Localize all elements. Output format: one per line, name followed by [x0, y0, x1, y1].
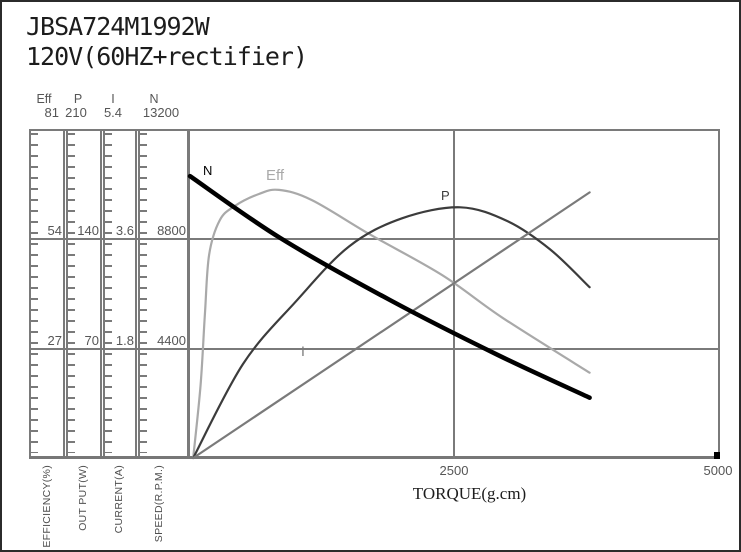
axis-tick-label: 4400 — [157, 333, 186, 348]
gridline-lower-third — [29, 348, 720, 350]
curve-label-speed: N — [203, 163, 213, 178]
axis-tick-label: 8800 — [157, 223, 186, 238]
x-axis-baseline — [29, 456, 720, 459]
axis-max-current: 5.4 — [103, 105, 123, 120]
curve-label-efficiency: Eff — [266, 167, 285, 184]
curve-label-current: I — [301, 343, 305, 359]
axis-header-current: I — [111, 92, 115, 106]
axis-unit-power: OUT PUT(W) — [77, 465, 89, 531]
axis-ticks-speed — [140, 133, 147, 453]
chart-subtitle: 120V(60HZ+rectifier) — [26, 42, 308, 71]
axis-unit-speed: SPEED(R.P.M.) — [153, 465, 165, 543]
axis-tick-label: 3.6 — [115, 223, 134, 238]
axis-max-speed: 13200 — [142, 105, 180, 120]
x-tick-2500: 2500 — [439, 463, 469, 478]
axis-unit-current: CURRENT(A) — [113, 465, 125, 534]
gridline-top — [29, 129, 720, 131]
axis-corner-mark — [714, 452, 720, 459]
axis-tick-label: 140 — [77, 223, 99, 238]
x-axis-title: TORQUE(g.cm) — [412, 484, 527, 503]
axis-header-power: P — [73, 92, 83, 106]
axis-header-efficiency: Eff — [36, 92, 52, 106]
axis-ticks-power — [68, 133, 75, 453]
axis-ticks-current — [105, 133, 112, 453]
curve-label-power: P — [441, 188, 450, 203]
axis-tick-label: 70 — [84, 333, 99, 348]
axis-unit-efficiency: EFFICIENCY(%) — [41, 465, 53, 548]
axis-tick-label: 54 — [47, 223, 62, 238]
gridline-upper-third — [29, 238, 720, 240]
axis-max-power: 210 — [65, 105, 87, 120]
axis-tick-label: 27 — [47, 333, 62, 348]
x-tick-5000: 5000 — [703, 463, 733, 478]
axis-max-efficiency: 81 — [44, 105, 59, 120]
axis-tick-label: 1.8 — [115, 333, 134, 348]
axis-header-speed: N — [149, 92, 159, 106]
gridline-2500 — [453, 129, 455, 459]
chart-title: JBSA724M1992W — [26, 12, 210, 41]
axis-ticks-efficiency — [31, 133, 38, 453]
